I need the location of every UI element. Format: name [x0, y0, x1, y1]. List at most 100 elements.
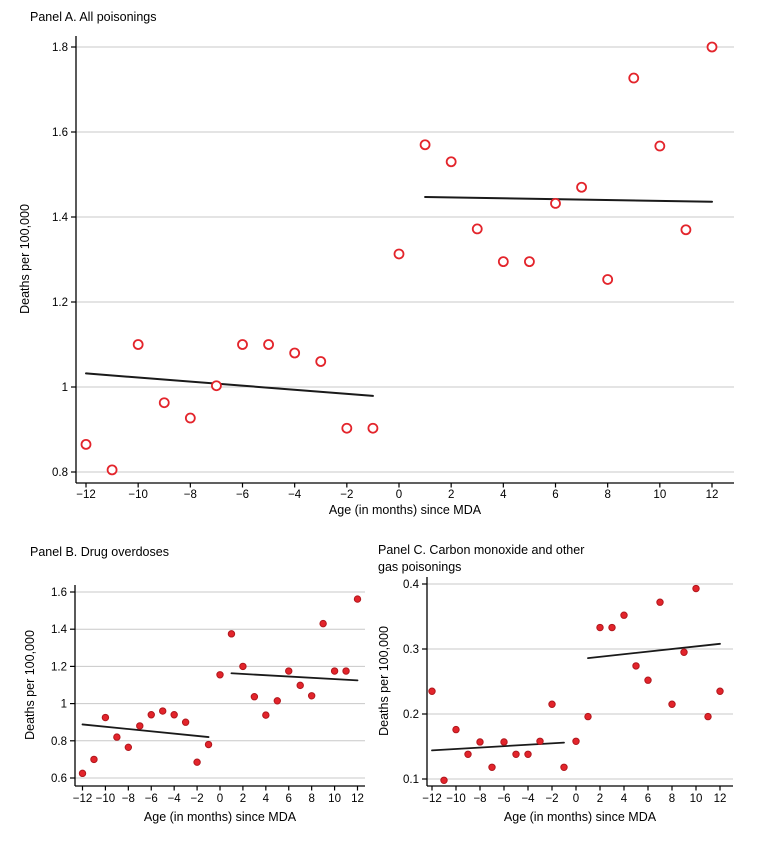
x-tick-label: −6	[497, 793, 510, 805]
x-tick-label: 8	[604, 489, 610, 501]
x-tick-label: 6	[645, 793, 651, 805]
data-point	[158, 397, 170, 409]
data-point	[419, 139, 431, 151]
x-tick-label: −12	[422, 793, 442, 805]
x-tick-label: 10	[653, 489, 666, 501]
x-tick-label: −10	[128, 489, 148, 501]
data-point	[644, 676, 652, 684]
x-tick-label: −8	[184, 489, 197, 501]
x-tick-label: −2	[545, 793, 558, 805]
x-tick-label: 4	[621, 793, 628, 805]
data-point	[159, 707, 167, 715]
x-tick-label: −8	[473, 793, 486, 805]
panel-a-x-axis-label: Age (in months) since MDA	[328, 503, 482, 517]
data-point	[319, 619, 327, 628]
data-point	[602, 274, 614, 285]
data-point	[147, 711, 155, 719]
panel-a-plot: 0.8 1 1.2 1.4 1.6 1.8 −12 −10 −8 −6 −4 −2 0 2 4 6 8 10 12	[52, 36, 734, 501]
x-tick-label: 0	[573, 793, 579, 805]
data-point	[428, 687, 436, 695]
data-point	[193, 758, 201, 766]
x-tick-label: 2	[240, 793, 246, 805]
x-tick-label: 8	[308, 793, 314, 805]
fit-line	[230, 672, 359, 682]
data-point	[706, 41, 718, 53]
panel-a-title: Panel A. All poisonings	[30, 10, 157, 24]
x-tick-label: 4	[500, 489, 507, 501]
fit-line	[587, 642, 721, 659]
y-tick-label: 1	[61, 699, 67, 711]
data-point	[285, 667, 293, 675]
y-tick-label: 1.8	[52, 42, 68, 54]
y-tick-label: 1.2	[51, 661, 67, 673]
data-point	[550, 197, 561, 209]
data-point	[440, 776, 448, 785]
data-point	[584, 712, 592, 721]
x-tick-label: 0	[396, 489, 402, 501]
y-tick-label: 0.1	[403, 774, 419, 786]
fit-line	[85, 372, 374, 397]
data-point	[445, 156, 457, 168]
data-point	[464, 750, 472, 759]
data-point	[632, 662, 640, 670]
data-point	[500, 738, 508, 746]
panel-b-plot: 0.6 0.8 1 1.2 1.4 1.6 −12 −10 −8 −6 −4 −2 0 2 4 6 8 10 12	[51, 585, 365, 805]
x-tick-label: −10	[446, 793, 466, 805]
data-point	[367, 422, 379, 434]
data-point	[488, 763, 496, 772]
data-point	[211, 380, 222, 392]
data-point	[342, 667, 350, 675]
y-tick-label: 1.4	[52, 212, 69, 224]
y-tick-label: 1.6	[51, 587, 67, 599]
panel-c-title: Panel C. Carbon monoxide and other gas po…	[378, 542, 584, 576]
y-tick-label: 0.3	[403, 644, 419, 656]
y-tick-label: 0.4	[403, 579, 420, 591]
data-point	[204, 740, 213, 749]
panel-c-x-axis-label: Age (in months) since MDA	[503, 810, 657, 824]
data-point	[330, 667, 339, 675]
data-point	[620, 611, 628, 619]
data-point	[113, 733, 121, 741]
data-point	[250, 693, 259, 701]
x-tick-label: 0	[217, 793, 223, 805]
x-tick-label: −10	[96, 793, 116, 805]
data-point	[184, 412, 196, 424]
data-point	[296, 681, 304, 690]
data-point	[452, 725, 460, 734]
x-tick-label: 10	[690, 793, 703, 805]
x-tick-label: −6	[145, 793, 158, 805]
data-point	[227, 630, 236, 638]
data-point	[680, 648, 688, 656]
data-point	[476, 738, 484, 746]
data-point	[656, 598, 664, 606]
data-point	[628, 72, 640, 84]
data-point	[596, 623, 604, 632]
data-point	[289, 347, 301, 359]
data-point	[216, 671, 224, 679]
data-point	[680, 224, 692, 236]
panel-c-plot: 0.1 0.2 0.3 0.4 −12 −10 −8 −6 −4 −2 0 2 4 6 8 10 12	[403, 577, 733, 805]
x-tick-label: −4	[521, 793, 535, 805]
x-tick-label: 10	[328, 793, 341, 805]
panel-c-title-line-1: Panel C. Carbon monoxide and other	[378, 543, 585, 557]
x-tick-label: 6	[286, 793, 292, 805]
data-point	[239, 662, 247, 671]
x-tick-label: −12	[76, 489, 96, 501]
data-point	[716, 687, 724, 695]
data-point	[101, 713, 110, 722]
data-point	[576, 181, 587, 193]
data-point	[181, 718, 190, 726]
data-point	[237, 339, 248, 350]
data-point	[471, 223, 483, 235]
data-point	[548, 700, 556, 708]
x-tick-label: 6	[552, 489, 558, 501]
data-point	[524, 256, 535, 268]
panel-b-x-axis-label: Age (in months) since MDA	[143, 810, 297, 824]
panel-c-title-line-2: gas poisonings	[378, 560, 462, 574]
fit-line	[81, 723, 210, 738]
panel-b-title: Panel B. Drug overdoses	[30, 545, 169, 559]
y-tick-label: 1.6	[52, 127, 68, 139]
data-point	[704, 712, 712, 721]
y-tick-label: 1	[62, 382, 68, 394]
